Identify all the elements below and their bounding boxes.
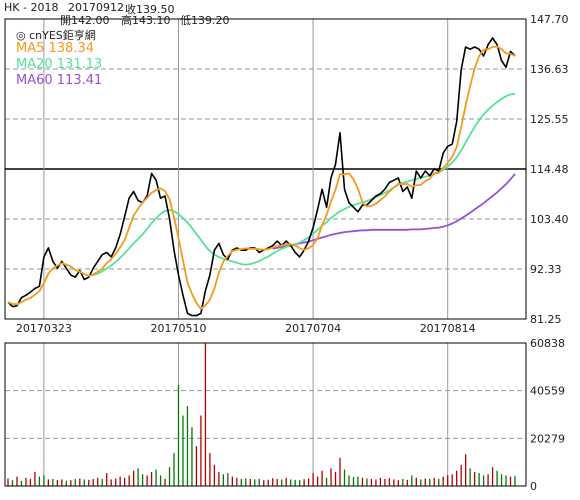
volume-y-tick-3: 0 bbox=[530, 480, 537, 493]
legend-ma20: MA20 131.13 bbox=[16, 57, 103, 72]
price-y-tick-1: 136.63 bbox=[530, 63, 569, 76]
x-tick-1: 20170510 bbox=[150, 322, 206, 335]
low-price-label: 低139.20 bbox=[180, 14, 230, 27]
price-y-tick-labels: 147.70 136.63 125.55 114.48 103.40 92.33 81.25 bbox=[530, 13, 569, 326]
series-line-ma60 bbox=[272, 173, 516, 250]
volume-y-tick-2: 20279 bbox=[530, 432, 565, 445]
volume-bars bbox=[7, 343, 516, 486]
series-line-price bbox=[7, 37, 516, 317]
volume-y-tick-0: 60838 bbox=[530, 337, 565, 350]
date-label: 20170912 bbox=[68, 1, 124, 14]
price-panel-frame bbox=[4, 18, 527, 320]
volume-y-tick-1: 40559 bbox=[530, 385, 565, 398]
x-tick-labels: 20170323 20170510 20170704 20170814 bbox=[16, 322, 476, 335]
x-tick-3: 20170814 bbox=[420, 322, 476, 335]
volume-panel-frame bbox=[4, 342, 527, 487]
legend-ma5: MA5 138.34 bbox=[16, 41, 94, 56]
x-tick-0: 20170323 bbox=[16, 322, 72, 335]
close-price-label: 收139.50 bbox=[125, 3, 175, 16]
price-y-tick-4: 103.40 bbox=[530, 213, 569, 226]
price-y-tick-2: 125.55 bbox=[530, 113, 569, 126]
price-y-tick-5: 92.33 bbox=[530, 263, 562, 276]
source-label: ◎ cnYES鉅亨網 bbox=[16, 29, 96, 42]
price-y-tick-6: 81.25 bbox=[530, 313, 562, 326]
ticker-label: HK - 2018 bbox=[4, 1, 59, 14]
legend-ma60: MA60 113.41 bbox=[16, 73, 103, 88]
volume-grid bbox=[5, 343, 526, 486]
price-lines bbox=[7, 37, 516, 317]
series-line-ma5 bbox=[7, 45, 516, 310]
open-price-label: 開142.00 bbox=[60, 14, 110, 27]
series-line-ma20 bbox=[88, 93, 516, 277]
volume-y-tick-labels: 60838 40559 20279 0 bbox=[530, 337, 565, 493]
high-price-label: 高143.10 bbox=[121, 14, 171, 27]
price-y-tick-3: 114.48 bbox=[530, 163, 569, 176]
x-tick-2: 20170704 bbox=[285, 322, 341, 335]
price-y-tick-0: 147.70 bbox=[530, 13, 569, 26]
